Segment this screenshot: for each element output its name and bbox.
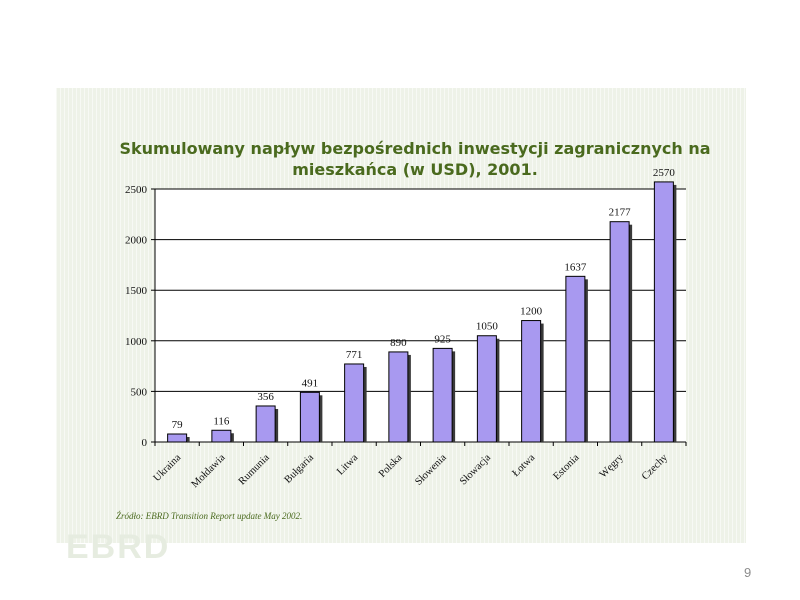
plot-area [155, 189, 686, 442]
data-label: 1050 [476, 321, 499, 333]
data-label: 890 [390, 337, 407, 349]
bar [255, 405, 276, 443]
x-tick-label: Estonia [551, 452, 581, 482]
bar [476, 335, 497, 443]
bar [653, 181, 674, 443]
x-tick-label: Słowacja [458, 452, 493, 487]
bar [565, 275, 586, 443]
data-label: 2177 [609, 207, 632, 219]
bar [521, 320, 542, 443]
bar [344, 363, 365, 443]
bar [299, 391, 320, 443]
y-tick-label: 0 [142, 437, 148, 449]
ebrd-watermark: EBRD [66, 528, 171, 566]
data-label: 79 [172, 419, 184, 431]
data-label: 1200 [520, 306, 543, 318]
x-tick-label: Rumunia [237, 452, 272, 487]
data-label: 356 [257, 391, 274, 403]
data-label: 1637 [564, 261, 587, 273]
data-label: 491 [302, 377, 319, 389]
x-tick-label: Łotwa [510, 452, 537, 479]
y-tick-label: 2500 [125, 184, 148, 196]
x-tick-label: Ukraina [152, 452, 184, 484]
bar [388, 351, 409, 443]
y-tick-label: 1500 [125, 285, 148, 297]
data-label: 116 [213, 415, 230, 427]
source-note: Źródło: EBRD Transition Report update Ma… [116, 511, 303, 521]
data-label: 771 [346, 349, 363, 361]
x-tick-label: Słowenia [413, 452, 449, 488]
data-label: 2570 [653, 167, 676, 179]
bar [211, 429, 232, 443]
bar [609, 221, 630, 443]
bar [167, 433, 188, 443]
x-tick-label: Litwa [335, 452, 360, 477]
data-label: 925 [434, 333, 451, 345]
x-tick-label: Węgry [598, 452, 627, 481]
x-tick-label: Bułgaria [283, 452, 317, 486]
y-tick-label: 500 [131, 386, 148, 398]
x-tick-label: Mołdawia [190, 452, 228, 490]
x-tick-label: Polska [377, 452, 405, 480]
y-tick-label: 1000 [125, 336, 148, 348]
page-number: 9 [744, 565, 752, 580]
chart-title-line-1: Skumulowany napływ bezpośrednich inwesty… [119, 139, 711, 158]
x-tick-label: Czechy [640, 452, 671, 483]
chart-title: Skumulowany napływ bezpośrednich inwesty… [100, 138, 730, 180]
y-tick-label: 2000 [125, 235, 148, 247]
bar [432, 347, 453, 443]
chart-title-line-2: mieszkańca (w USD), 2001. [292, 160, 538, 179]
